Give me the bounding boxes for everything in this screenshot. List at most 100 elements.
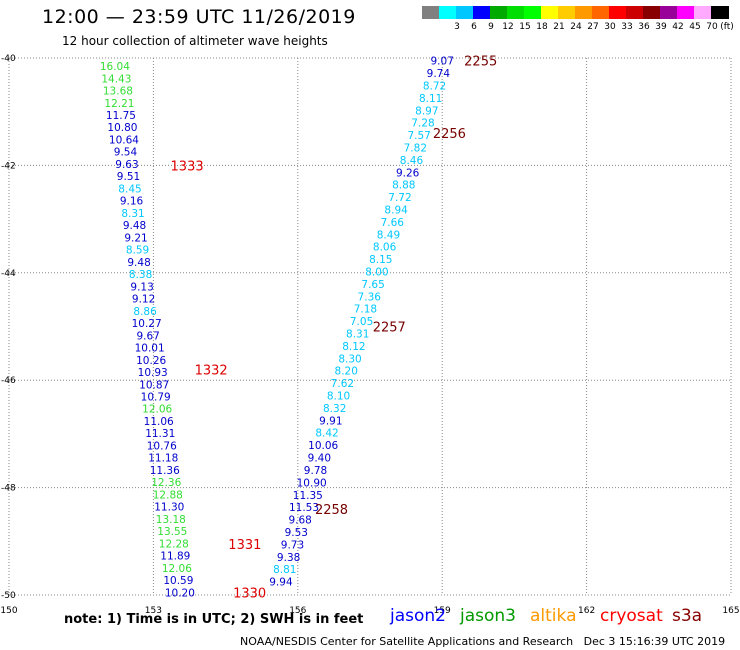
wave-height-value: 10.87 [139, 379, 169, 391]
wave-height-value: 9.48 [127, 257, 150, 269]
color-scale-swatch [422, 6, 440, 19]
wave-height-value: 10.80 [107, 122, 137, 134]
wave-height-value: 11.18 [148, 453, 178, 465]
wave-height-value: 9.12 [132, 294, 155, 306]
wave-height-value: 7.18 [354, 304, 377, 316]
wave-height-value: 11.30 [154, 502, 184, 514]
wave-height-value: 9.16 [120, 196, 144, 208]
color-scale-label: 42 [672, 22, 684, 32]
x-tick-label: 159 [434, 606, 451, 616]
wave-height-value: 8.94 [384, 205, 408, 217]
x-tick-label: 156 [289, 606, 306, 616]
color-scale-label: 39 [655, 22, 667, 32]
wave-height-value: 7.57 [407, 130, 430, 142]
wave-height-value: 11.89 [160, 551, 190, 563]
wave-height-value: 10.59 [163, 575, 193, 587]
wave-height-value: 7.05 [350, 316, 373, 328]
x-tick-label: 153 [145, 606, 162, 616]
wave-height-value: 7.28 [411, 118, 434, 130]
wave-height-value: 9.40 [308, 453, 331, 465]
color-scale-swatch [626, 6, 644, 19]
wave-height-value: 7.65 [361, 279, 384, 291]
color-scale-swatch [592, 6, 610, 19]
time-label: 2256 [433, 127, 466, 142]
x-tick-label: 150 [0, 606, 17, 616]
wave-height-value: 10.26 [136, 355, 166, 367]
wave-height-value: 9.53 [285, 527, 308, 539]
wave-height-value: 8.12 [342, 341, 365, 353]
wave-height-value: 13.55 [157, 526, 187, 538]
color-scale-swatch [541, 6, 559, 19]
color-scale-swatch [694, 6, 712, 19]
wave-height-value: 10.76 [147, 440, 177, 452]
color-scale-label: 33 [621, 22, 633, 32]
wave-height-value: 14.43 [101, 73, 131, 85]
color-scale-swatch [558, 6, 576, 19]
wave-height-value: 9.21 [124, 232, 147, 244]
wave-height-value: 12.36 [151, 477, 181, 489]
wave-height-value: 8.86 [133, 306, 157, 318]
wave-height-value: 11.35 [293, 490, 323, 502]
timestamp-text: Dec 3 15:16:39 UTC 2019 [583, 635, 726, 648]
wave-height-value: 9.67 [136, 330, 159, 342]
time-label: 1330 [233, 586, 266, 601]
x-tick-label: 162 [578, 606, 595, 616]
wave-height-value: 8.06 [373, 242, 397, 254]
y-tick-label: -42 [1, 161, 16, 171]
credit-footer: NOAA/NESDIS Center for Satellite Applica… [240, 635, 725, 648]
wave-height-value: 12.21 [104, 98, 134, 110]
wave-height-value: 9.94 [269, 577, 293, 589]
page-title: 12:00 — 23:59 UTC 11/26/2019 [42, 6, 356, 28]
color-scale-swatch [490, 6, 508, 19]
wave-height-value: 8.10 [327, 391, 350, 403]
wave-height-value: 9.07 [431, 56, 454, 68]
wave-height-value: 8.49 [377, 229, 400, 241]
color-scale-swatch [660, 6, 678, 19]
color-scale-swatch [507, 6, 525, 19]
wave-height-value: 9.54 [114, 147, 138, 159]
wave-height-value: 8.72 [423, 80, 446, 92]
color-scale-label: 18 [536, 22, 548, 32]
wave-height-value: 7.82 [404, 143, 427, 155]
color-scale-label: 70 [706, 22, 718, 32]
note-text: note: 1) Time is in UTC; 2) SWH is in fe… [64, 612, 364, 627]
y-tick-label: -50 [1, 591, 16, 601]
wave-height-value: 8.00 [365, 267, 388, 279]
color-scale-label: 24 [570, 22, 582, 32]
wave-height-value: 16.04 [100, 61, 130, 73]
color-scale-swatch [711, 6, 729, 19]
wave-height-value: 8.81 [273, 564, 296, 576]
time-label: 2258 [315, 503, 348, 518]
wave-height-value: 10.01 [135, 343, 165, 355]
wave-height-value: 10.90 [297, 477, 327, 489]
wave-height-value: 8.31 [121, 208, 144, 220]
wave-height-value: 8.11 [419, 93, 442, 105]
wave-height-value: 9.48 [123, 220, 146, 232]
wave-height-value: 10.20 [165, 587, 195, 599]
wave-height-value: 13.18 [156, 514, 186, 526]
satellite-label: altika [530, 606, 577, 626]
color-scale-swatch [643, 6, 661, 19]
wave-height-value: 8.42 [315, 428, 338, 440]
wave-height-value: 7.36 [358, 291, 382, 303]
color-scale-swatch [439, 6, 457, 19]
wave-height-value: 9.73 [281, 539, 304, 551]
page-subtitle: 12 hour collection of altimeter wave hei… [62, 34, 328, 48]
color-scale-swatch [456, 6, 474, 19]
time-label: 1332 [195, 363, 228, 378]
time-label: 2255 [464, 55, 497, 70]
wave-height-value: 8.46 [400, 155, 424, 167]
wave-height-value: 8.31 [346, 329, 369, 341]
wave-height-value: 10.06 [308, 440, 338, 452]
y-tick-label: -48 [1, 484, 16, 494]
color-scale-label: 6 [471, 22, 477, 32]
wave-height-value: 10.93 [138, 367, 168, 379]
color-scale-label: 9 [488, 22, 494, 32]
color-scale-label: 3 [454, 22, 460, 32]
wave-height-value: 7.62 [331, 378, 354, 390]
wave-height-value: 11.31 [145, 428, 175, 440]
color-scale-swatch [677, 6, 695, 19]
wave-height-value: 8.20 [335, 366, 358, 378]
wave-height-value: 10.64 [109, 134, 139, 146]
wave-height-value: 11.36 [150, 465, 180, 477]
